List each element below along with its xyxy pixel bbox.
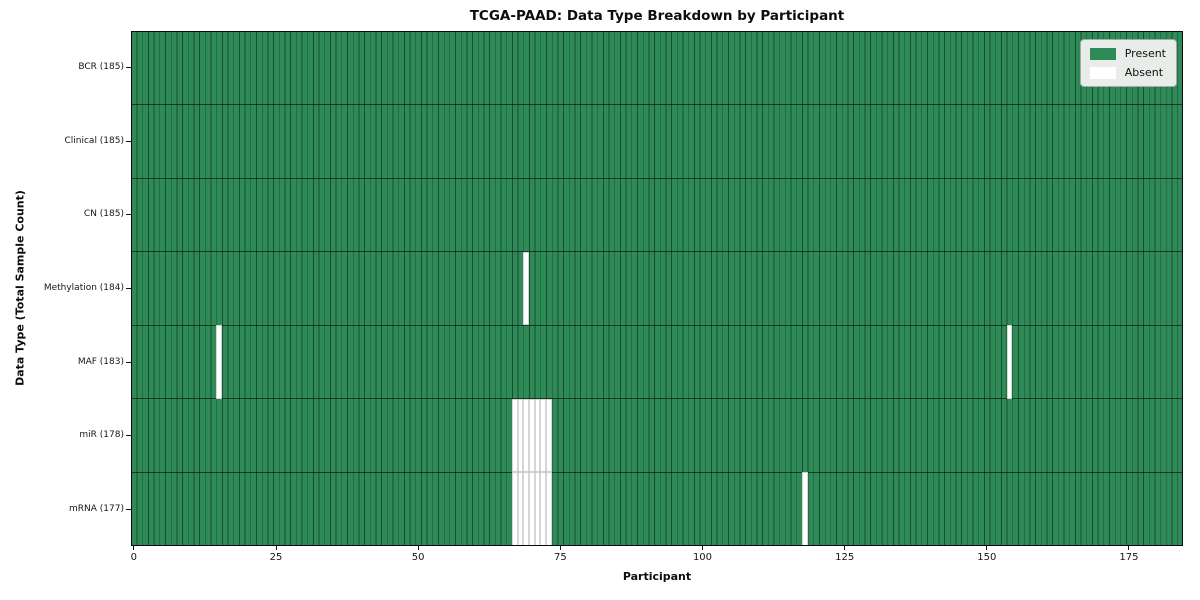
xtick-label-150: 150: [977, 552, 997, 563]
xtick-label-50: 50: [411, 552, 425, 563]
xtick-mark: [559, 546, 561, 550]
row-separator-line: [131, 398, 1183, 400]
xtick-mark: [417, 546, 419, 550]
ytick-label-CN: CN (185): [83, 209, 124, 220]
absent-cell-mRNA-67: [511, 472, 518, 546]
xtick-label-0: 0: [130, 552, 138, 563]
legend: Present Absent: [1079, 39, 1177, 87]
xtick-mark: [844, 546, 846, 550]
xtick-mark: [1128, 546, 1130, 550]
xtick-mark: [275, 546, 277, 550]
x-axis-title: Participant: [622, 570, 692, 583]
ytick-label-MAF: MAF (183): [77, 356, 124, 367]
xtick-label-100: 100: [692, 552, 713, 563]
plot-area: Present Absent: [131, 31, 1183, 546]
ytick-mark: [126, 435, 131, 437]
xtick-label-75: 75: [553, 552, 567, 563]
ytick-label-miR: miR (178): [79, 430, 124, 441]
chart-title: TCGA-PAAD: Data Type Breakdown by Partic…: [469, 8, 845, 24]
absent-cell-miR-72: [540, 398, 547, 473]
ytick-mark: [126, 140, 131, 142]
xtick-label-25: 25: [269, 552, 283, 563]
absent-cell-Methylation-69: [523, 251, 530, 326]
absent-cell-miR-73: [546, 398, 552, 473]
legend-label-absent: Absent: [1124, 66, 1164, 79]
absent-cell-miR-71: [534, 398, 541, 473]
xtick-mark: [986, 546, 988, 550]
legend-item-absent: Absent: [1089, 66, 1166, 79]
ytick-label-BCR: BCR (185): [78, 62, 124, 73]
absent-cell-mRNA-73: [546, 472, 552, 546]
absent-cell-miR-70: [529, 398, 535, 473]
xtick-mark: [133, 546, 135, 550]
ytick-mark: [126, 67, 131, 69]
absent-swatch-icon: [1089, 66, 1116, 79]
absent-cell-mRNA-69: [523, 472, 530, 546]
absent-cell-mRNA-72: [540, 472, 547, 546]
absent-cell-mRNA-118: [802, 472, 808, 546]
absent-cell-MAF-154: [1006, 325, 1013, 399]
legend-item-present: Present: [1089, 47, 1166, 60]
ytick-label-Methylation: Methylation (184): [43, 283, 124, 293]
ytick-mark: [126, 214, 131, 216]
legend-label-present: Present: [1124, 47, 1166, 60]
row-separator-line: [131, 177, 1183, 179]
xtick-label-125: 125: [835, 552, 855, 563]
absent-cell-mRNA-71: [534, 472, 541, 546]
row-separator-line: [131, 471, 1183, 473]
absent-cell-miR-68: [517, 398, 524, 473]
xtick-mark: [701, 546, 703, 550]
ytick-mark: [126, 361, 131, 363]
participant-column-stripes: [131, 31, 1183, 546]
xtick-label-175: 175: [1119, 552, 1139, 563]
present-swatch-icon: [1089, 47, 1116, 60]
ytick-mark: [126, 508, 131, 510]
ytick-label-mRNA: mRNA (177): [69, 503, 124, 514]
absent-cell-mRNA-70: [529, 472, 535, 546]
ytick-mark: [126, 288, 131, 289]
row-separator-line: [131, 251, 1183, 253]
row-separator-line: [131, 104, 1183, 106]
absent-cell-mRNA-68: [517, 472, 524, 546]
absent-cell-miR-69: [523, 398, 530, 473]
row-separator-line: [131, 324, 1183, 326]
absent-cell-MAF-15: [216, 325, 222, 399]
ytick-label-Clinical: Clinical (185): [64, 135, 124, 146]
absent-cell-miR-67: [511, 398, 518, 473]
